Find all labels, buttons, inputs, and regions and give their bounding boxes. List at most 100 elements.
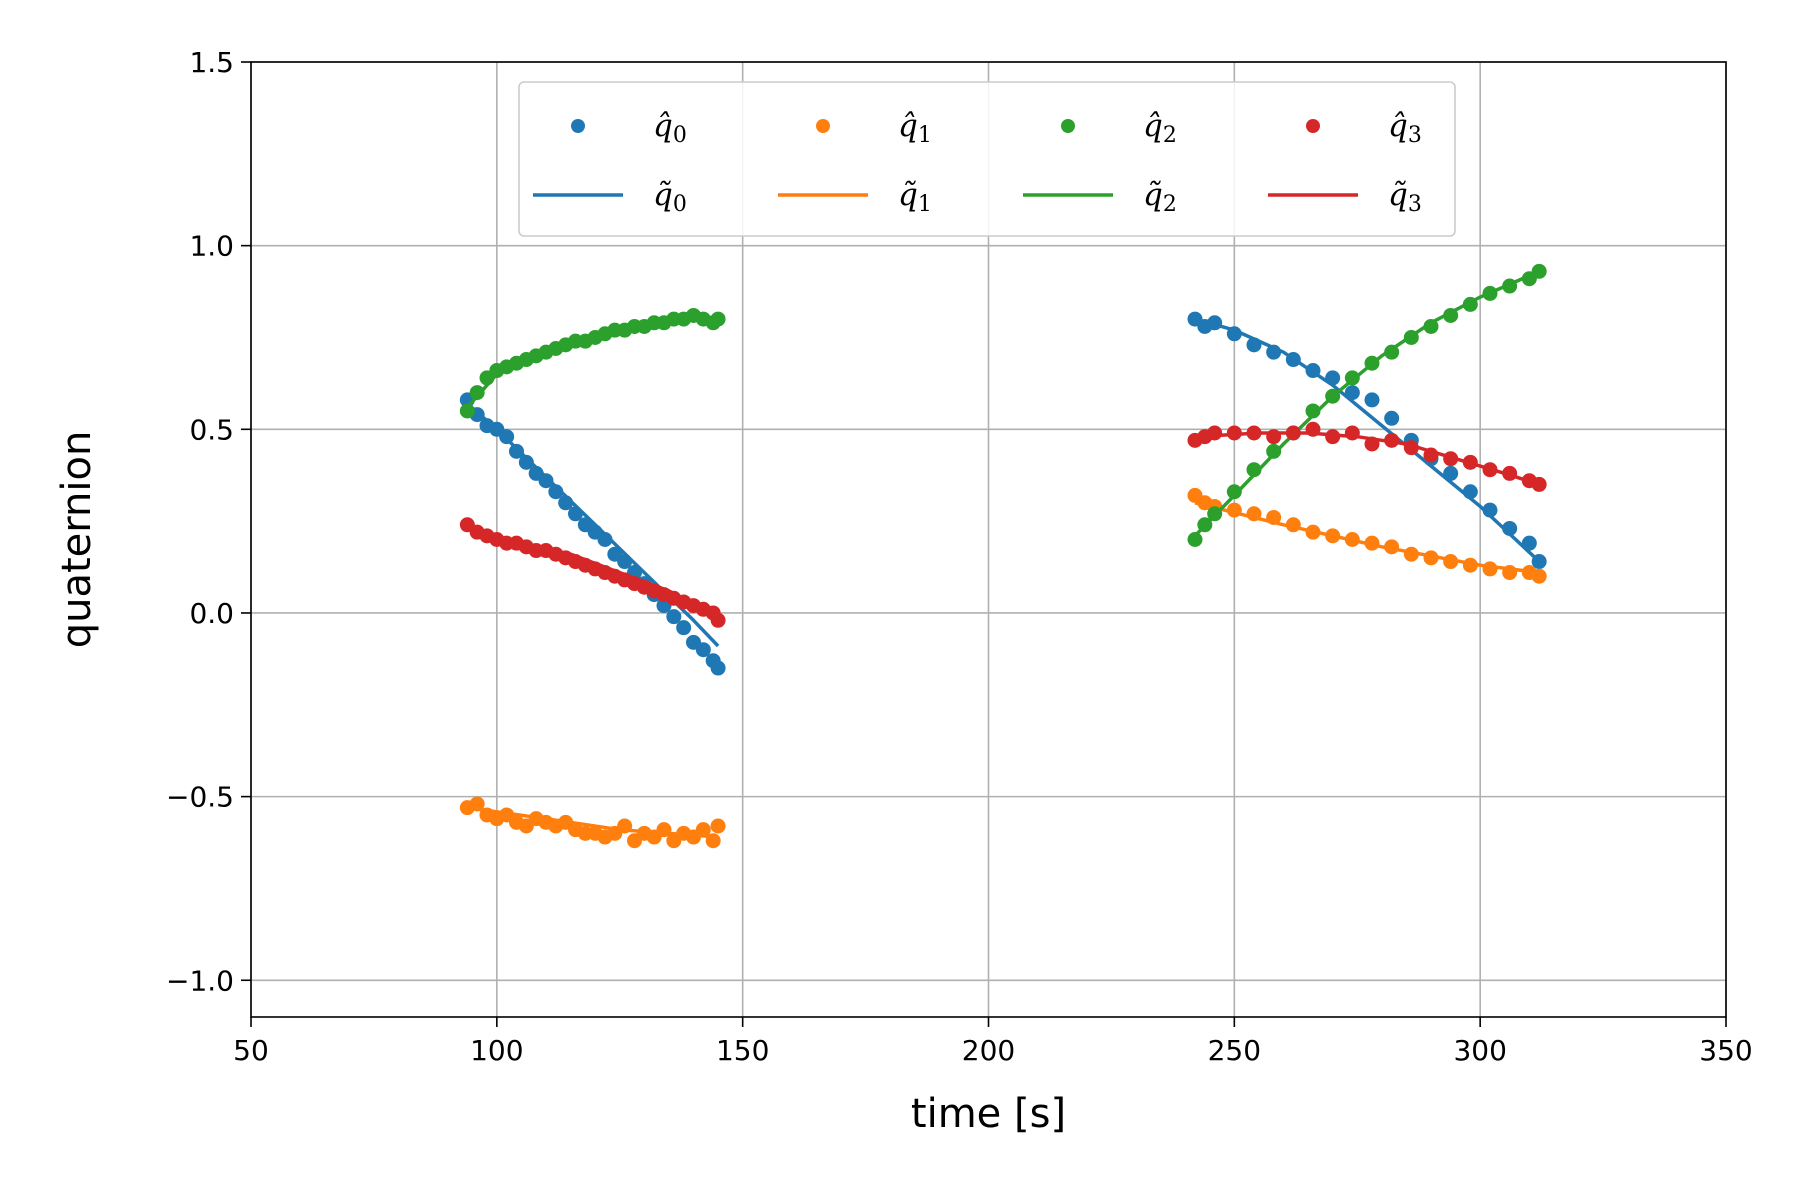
data-point-q0 xyxy=(1246,337,1262,353)
data-point-q3 xyxy=(1305,421,1321,437)
legend-label-marker-q2: q̂2 xyxy=(1143,108,1177,148)
legend-symbol: q̂ xyxy=(1388,108,1408,144)
legend-subscript: 2 xyxy=(1163,192,1177,217)
data-point-q2 xyxy=(1443,307,1459,323)
legend-symbol: q̃ xyxy=(1143,177,1163,213)
data-point-q0 xyxy=(1531,554,1547,570)
data-point-q2 xyxy=(1502,278,1518,294)
data-point-q1 xyxy=(1482,561,1498,577)
series-q2 xyxy=(459,263,1547,547)
data-point-q2 xyxy=(1266,443,1282,459)
data-point-q2 xyxy=(1423,318,1439,334)
data-point-q3 xyxy=(1285,425,1301,441)
data-point-q3 xyxy=(1344,425,1360,441)
x-tick-label: 350 xyxy=(1699,1034,1752,1067)
data-point-q0 xyxy=(1364,392,1380,408)
x-axis-label: time [s] xyxy=(911,1091,1066,1137)
data-point-q3 xyxy=(1325,429,1341,445)
legend-marker-q0 xyxy=(571,119,585,133)
data-point-q3 xyxy=(1364,436,1380,452)
data-point-q0 xyxy=(676,620,692,636)
data-point-q3 xyxy=(1246,425,1262,441)
legend-label-line-q2: q̃2 xyxy=(1143,177,1177,217)
data-point-q1 xyxy=(1285,517,1301,533)
data-point-q2 xyxy=(1384,344,1400,360)
legend-label-line-q3: q̃3 xyxy=(1388,177,1422,217)
data-point-q3 xyxy=(1266,429,1282,445)
data-point-q3 xyxy=(1462,454,1478,470)
data-point-q0 xyxy=(1226,326,1242,342)
data-point-q0 xyxy=(1344,385,1360,401)
x-tick-label: 200 xyxy=(962,1034,1015,1067)
legend-symbol: q̂ xyxy=(653,108,673,144)
data-point-q1 xyxy=(1531,568,1547,584)
plot-area xyxy=(459,263,1547,849)
y-tick-label: 1.5 xyxy=(189,46,234,79)
x-tick-label: 150 xyxy=(716,1034,769,1067)
data-point-q2 xyxy=(1462,296,1478,312)
data-point-q1 xyxy=(1344,532,1360,547)
data-point-q0 xyxy=(518,454,534,470)
data-point-q1 xyxy=(1226,502,1242,518)
data-point-q0 xyxy=(695,642,711,658)
data-point-q2 xyxy=(459,403,475,419)
data-point-q2 xyxy=(1197,517,1213,533)
x-tick-label: 250 xyxy=(1208,1034,1261,1067)
data-point-q0 xyxy=(617,554,633,570)
data-point-q2 xyxy=(1246,462,1262,478)
data-point-q0 xyxy=(1266,344,1282,360)
data-point-q1 xyxy=(1462,557,1478,573)
data-point-q3 xyxy=(1423,447,1439,463)
data-point-q1 xyxy=(1364,535,1380,551)
data-point-q1 xyxy=(710,818,726,834)
legend-subscript: 0 xyxy=(673,192,687,217)
data-point-q3 xyxy=(1207,425,1223,441)
fit-line-q0 xyxy=(1194,317,1541,563)
legend-symbol: q̃ xyxy=(653,177,673,213)
legend-subscript: 3 xyxy=(1408,123,1422,148)
data-point-q0 xyxy=(1384,410,1400,426)
data-point-q0 xyxy=(597,532,613,547)
legend-label-marker-q0: q̂0 xyxy=(653,108,687,148)
legend-symbol: q̃ xyxy=(898,177,918,213)
data-point-q1 xyxy=(1305,524,1321,540)
data-point-q3 xyxy=(1384,432,1400,448)
data-point-q2 xyxy=(1403,329,1419,345)
data-point-q0 xyxy=(1285,352,1301,368)
data-point-q1 xyxy=(1266,509,1282,525)
data-point-q0 xyxy=(1443,465,1459,481)
data-point-q2 xyxy=(1207,506,1223,522)
data-point-q2 xyxy=(1364,355,1380,371)
legend: q̂0q̃0q̂1q̃1q̂2q̃2q̂3q̃3 xyxy=(518,81,1456,237)
x-tick-label: 300 xyxy=(1453,1034,1506,1067)
data-point-q0 xyxy=(548,484,564,500)
legend-label-marker-q3: q̂3 xyxy=(1388,108,1422,148)
data-point-q3 xyxy=(1531,476,1547,492)
legend-marker-q3 xyxy=(1306,119,1320,133)
data-point-q1 xyxy=(1423,550,1439,566)
legend-symbol: q̂ xyxy=(898,108,918,144)
data-point-q0 xyxy=(538,473,554,489)
data-point-q3 xyxy=(1403,440,1419,456)
data-point-q1 xyxy=(1384,539,1400,555)
data-point-q0 xyxy=(499,429,515,445)
legend-label-marker-q1: q̂1 xyxy=(898,108,932,148)
data-point-q1 xyxy=(1246,506,1262,522)
data-point-q1 xyxy=(705,833,721,849)
data-point-q2 xyxy=(469,385,485,401)
legend-label-line-q0: q̃0 xyxy=(653,177,687,217)
data-point-q0 xyxy=(1207,315,1223,331)
x-tick-label: 50 xyxy=(233,1034,269,1067)
data-point-q0 xyxy=(710,660,726,676)
data-point-q1 xyxy=(1502,565,1518,581)
data-point-q1 xyxy=(695,822,711,838)
data-point-q0 xyxy=(1502,520,1518,536)
data-point-q0 xyxy=(1482,502,1498,518)
legend-subscript: 3 xyxy=(1408,192,1422,217)
data-point-q2 xyxy=(1325,388,1341,404)
data-point-q0 xyxy=(558,495,574,511)
x-tick-label: 100 xyxy=(470,1034,523,1067)
legend-subscript: 1 xyxy=(918,192,932,217)
series-q0 xyxy=(459,311,1547,676)
